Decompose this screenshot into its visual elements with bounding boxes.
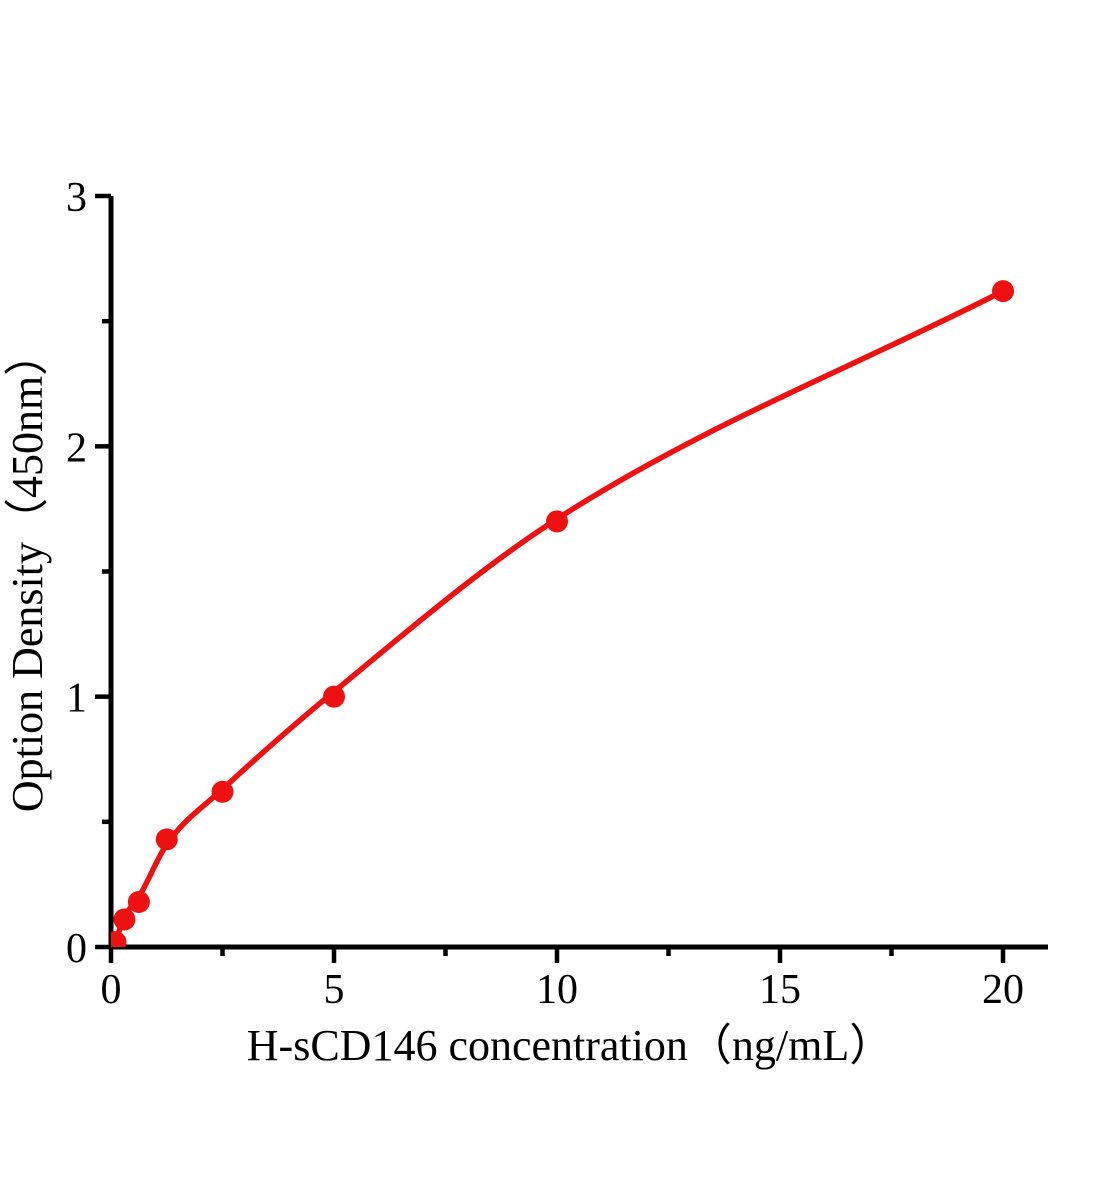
x-tick-label: 10 [536, 967, 578, 1013]
data-layer [111, 280, 1014, 947]
data-point [113, 908, 136, 931]
data-point [546, 510, 568, 533]
x-tick-label: 5 [324, 967, 345, 1013]
y-tick-label: 0 [66, 926, 87, 972]
axes [108, 196, 1048, 950]
data-point [211, 780, 234, 803]
y-tick-label: 3 [66, 175, 87, 221]
x-axis-title: H-sCD146 concentration（ng/mL） [247, 1021, 893, 1070]
y-axis-title: Option Density（450nm） [3, 332, 52, 812]
data-point [127, 890, 150, 913]
x-tick-label: 20 [982, 967, 1024, 1013]
data-point [155, 828, 178, 851]
data-point [323, 685, 345, 708]
x-tick-label: 15 [759, 967, 801, 1013]
y-tick-label: 2 [66, 425, 87, 471]
y-tick-label: 1 [66, 676, 87, 722]
x-tick-label: 0 [101, 967, 122, 1013]
tick-labels: 0 5 10 15 20 0 1 2 3 [66, 175, 1024, 1013]
data-point [111, 930, 127, 947]
data-point [992, 280, 1014, 303]
